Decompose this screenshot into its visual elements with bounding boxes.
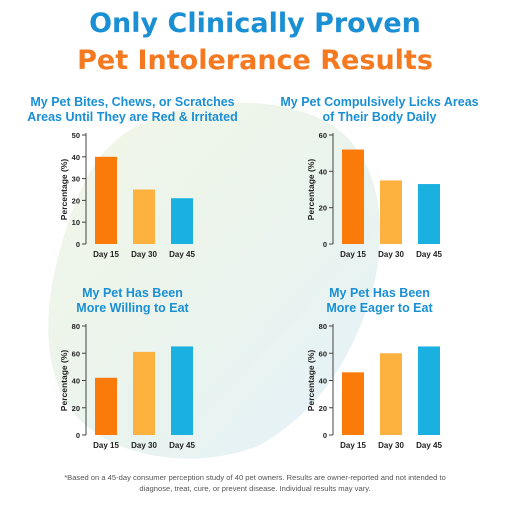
- chart-bites-chews: My Pet Bites, Chews, or Scratches Areas …: [10, 95, 255, 305]
- y-tick-label: 0: [323, 240, 327, 249]
- x-tick-label: Day 15: [340, 250, 366, 259]
- bar-day-45: [171, 346, 193, 435]
- x-tick-label: Day 45: [416, 250, 442, 259]
- chart-title-line-1: My Pet Bites, Chews, or Scratches: [30, 95, 235, 109]
- chart-plot: 0 10 20 30 40 50 Percentage (%) Day 15 Day 30 Day…: [59, 131, 195, 259]
- y-tick-label: 20: [319, 204, 327, 213]
- bar-day-15: [95, 377, 117, 435]
- chart-licks-areas: My Pet Compulsively Licks Areas of Their…: [257, 95, 502, 305]
- y-tick-label: 80: [319, 322, 327, 331]
- chart-plot: 0 20 40 60 80 Percentage (%) Day 15 Day 30 Day 4…: [59, 322, 195, 450]
- y-tick-label: 40: [319, 167, 327, 176]
- y-tick-label: 30: [72, 175, 80, 184]
- x-tick-label: Day 15: [93, 250, 119, 259]
- y-tick-label: 0: [76, 240, 80, 249]
- bar-day-45: [171, 198, 193, 244]
- x-tick-label: Day 15: [340, 441, 366, 450]
- x-tick-label: Day 15: [93, 441, 119, 450]
- chart-plot: 0 20 40 60 80 Percentage (%) Day 15 Day 30 Day 4…: [306, 322, 442, 450]
- y-tick-label: 40: [72, 153, 80, 162]
- chart-title-line-2: Areas Until They are Red & Irritated: [27, 110, 238, 124]
- y-axis-label: Percentage (%): [59, 350, 69, 412]
- y-tick-label: 10: [72, 218, 80, 227]
- y-tick-label: 60: [319, 131, 327, 140]
- chart-title-line-2: of Their Body Daily: [322, 110, 437, 124]
- chart-eager-to-eat: My Pet Has Been More Eager to Eat 0 20 40 6…: [257, 286, 502, 496]
- y-tick-label: 0: [76, 431, 80, 440]
- y-axis-label: Percentage (%): [59, 159, 69, 221]
- chart-plot: 0 20 40 60 Percentage (%) Day 15 Day 30 Day 45: [306, 131, 442, 259]
- bar-day-30: [380, 353, 402, 435]
- bar-day-15: [342, 149, 364, 244]
- y-axis-label: Percentage (%): [306, 350, 316, 412]
- y-tick-label: 20: [319, 404, 327, 413]
- chart-title: My Pet Has Been More Eager to Eat: [257, 286, 502, 316]
- x-tick-label: Day 30: [378, 250, 404, 259]
- chart-title: My Pet Bites, Chews, or Scratches Areas …: [10, 95, 255, 125]
- y-tick-label: 0: [323, 431, 327, 440]
- y-tick-label: 40: [319, 377, 327, 386]
- chart-title: My Pet Has Been More Willing to Eat: [10, 286, 255, 316]
- x-tick-label: Day 30: [131, 250, 157, 259]
- footnote: *Based on a 45-day consumer perception s…: [20, 472, 490, 494]
- bar-day-30: [380, 180, 402, 244]
- y-tick-label: 40: [72, 377, 80, 386]
- chart-willing-to-eat: My Pet Has Been More Willing to Eat 0 20 4…: [10, 286, 255, 496]
- y-axis-label: Percentage (%): [306, 159, 316, 221]
- footnote-line-2: diagnose, treat, cure, or prevent diseas…: [139, 484, 371, 493]
- y-tick-label: 80: [72, 322, 80, 331]
- x-tick-label: Day 45: [169, 441, 195, 450]
- bar-day-45: [418, 346, 440, 435]
- chart-title: My Pet Compulsively Licks Areas of Their…: [257, 95, 502, 125]
- y-tick-label: 60: [319, 349, 327, 358]
- chart-title-line-2: More Willing to Eat: [76, 301, 189, 315]
- headline-line-2: Pet Intolerance Results: [77, 45, 433, 76]
- bar-day-30: [133, 351, 155, 435]
- bar-day-15: [95, 156, 117, 244]
- chart-title-line-1: My Pet Compulsively Licks Areas: [280, 95, 479, 109]
- bar-day-15: [342, 372, 364, 435]
- x-tick-label: Day 45: [416, 441, 442, 450]
- footnote-line-1: *Based on a 45-day consumer perception s…: [64, 473, 446, 482]
- bar-day-30: [133, 189, 155, 244]
- y-tick-label: 60: [72, 349, 80, 358]
- chart-title-line-2: More Eager to Eat: [326, 301, 433, 315]
- x-tick-label: Day 45: [169, 250, 195, 259]
- headline-line-1: Only Clinically Proven: [89, 8, 421, 39]
- y-tick-label: 20: [72, 404, 80, 413]
- y-tick-label: 50: [72, 131, 80, 140]
- bar-day-45: [418, 184, 440, 244]
- x-tick-label: Day 30: [131, 441, 157, 450]
- chart-title-line-1: My Pet Has Been: [329, 286, 430, 300]
- x-tick-label: Day 30: [378, 441, 404, 450]
- y-tick-label: 20: [72, 196, 80, 205]
- chart-title-line-1: My Pet Has Been: [82, 286, 183, 300]
